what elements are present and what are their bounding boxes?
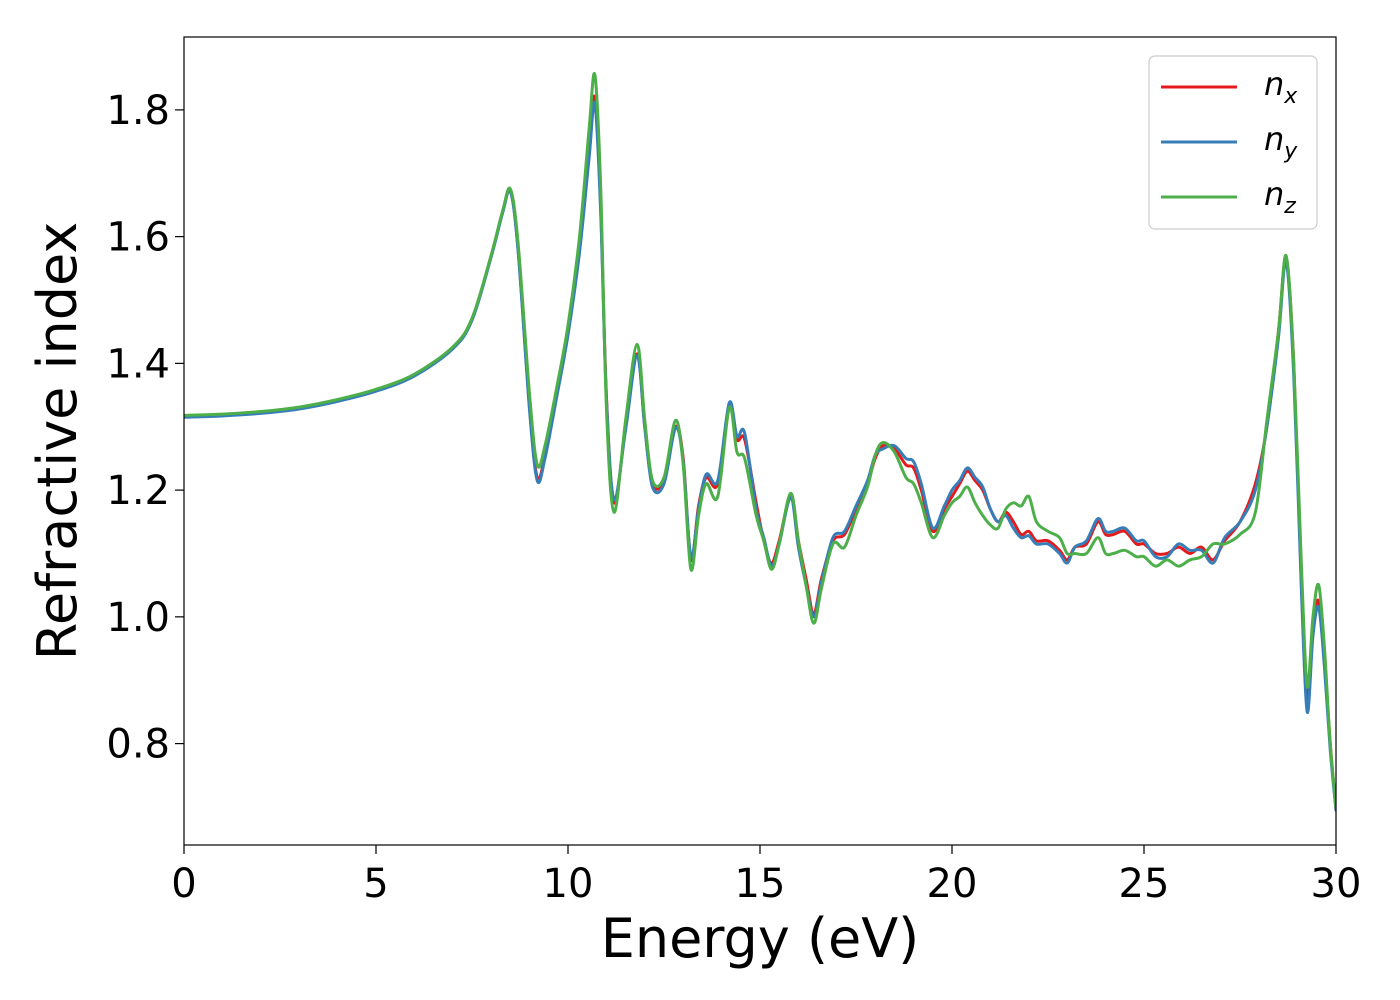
- legend-label-base: n: [1264, 175, 1284, 213]
- x-tick-label: 10: [543, 861, 594, 907]
- x-tick-label: 20: [927, 861, 978, 907]
- y-tick-label: 1.6: [106, 215, 170, 261]
- y-tick-label: 1.4: [106, 341, 170, 387]
- y-tick-label: 0.8: [106, 722, 170, 768]
- x-tick-label: 30: [1311, 861, 1362, 907]
- legend-label-subscript: x: [1283, 84, 1298, 109]
- legend-label-subscript: z: [1283, 194, 1296, 219]
- legend-label-base: n: [1264, 120, 1284, 158]
- y-axis-title: Refractive index: [26, 222, 89, 661]
- x-tick-label: 0: [171, 861, 196, 907]
- legend-label-subscript: y: [1283, 139, 1298, 164]
- series-line-z: [184, 71, 1336, 809]
- x-axis-title: Energy (eV): [601, 907, 920, 970]
- y-axis-ticks: 0.8 1.0 1.2 1.4 1.6 1.8: [106, 88, 184, 768]
- legend-label-base: n: [1264, 65, 1284, 103]
- y-tick-label: 1.0: [106, 595, 170, 641]
- legend-label-z: nz: [1264, 175, 1296, 219]
- x-axis-ticks: 0 5 10 15 20 25 30: [171, 845, 1361, 907]
- y-tick-label: 1.8: [106, 88, 170, 134]
- x-tick-label: 15: [735, 861, 786, 907]
- legend-label-x: nx: [1264, 65, 1298, 109]
- x-tick-label: 25: [1119, 861, 1170, 907]
- legend-label-y: ny: [1264, 120, 1298, 164]
- series-layer: [184, 71, 1336, 812]
- y-tick-label: 1.2: [106, 468, 170, 514]
- x-tick-label: 5: [363, 861, 388, 907]
